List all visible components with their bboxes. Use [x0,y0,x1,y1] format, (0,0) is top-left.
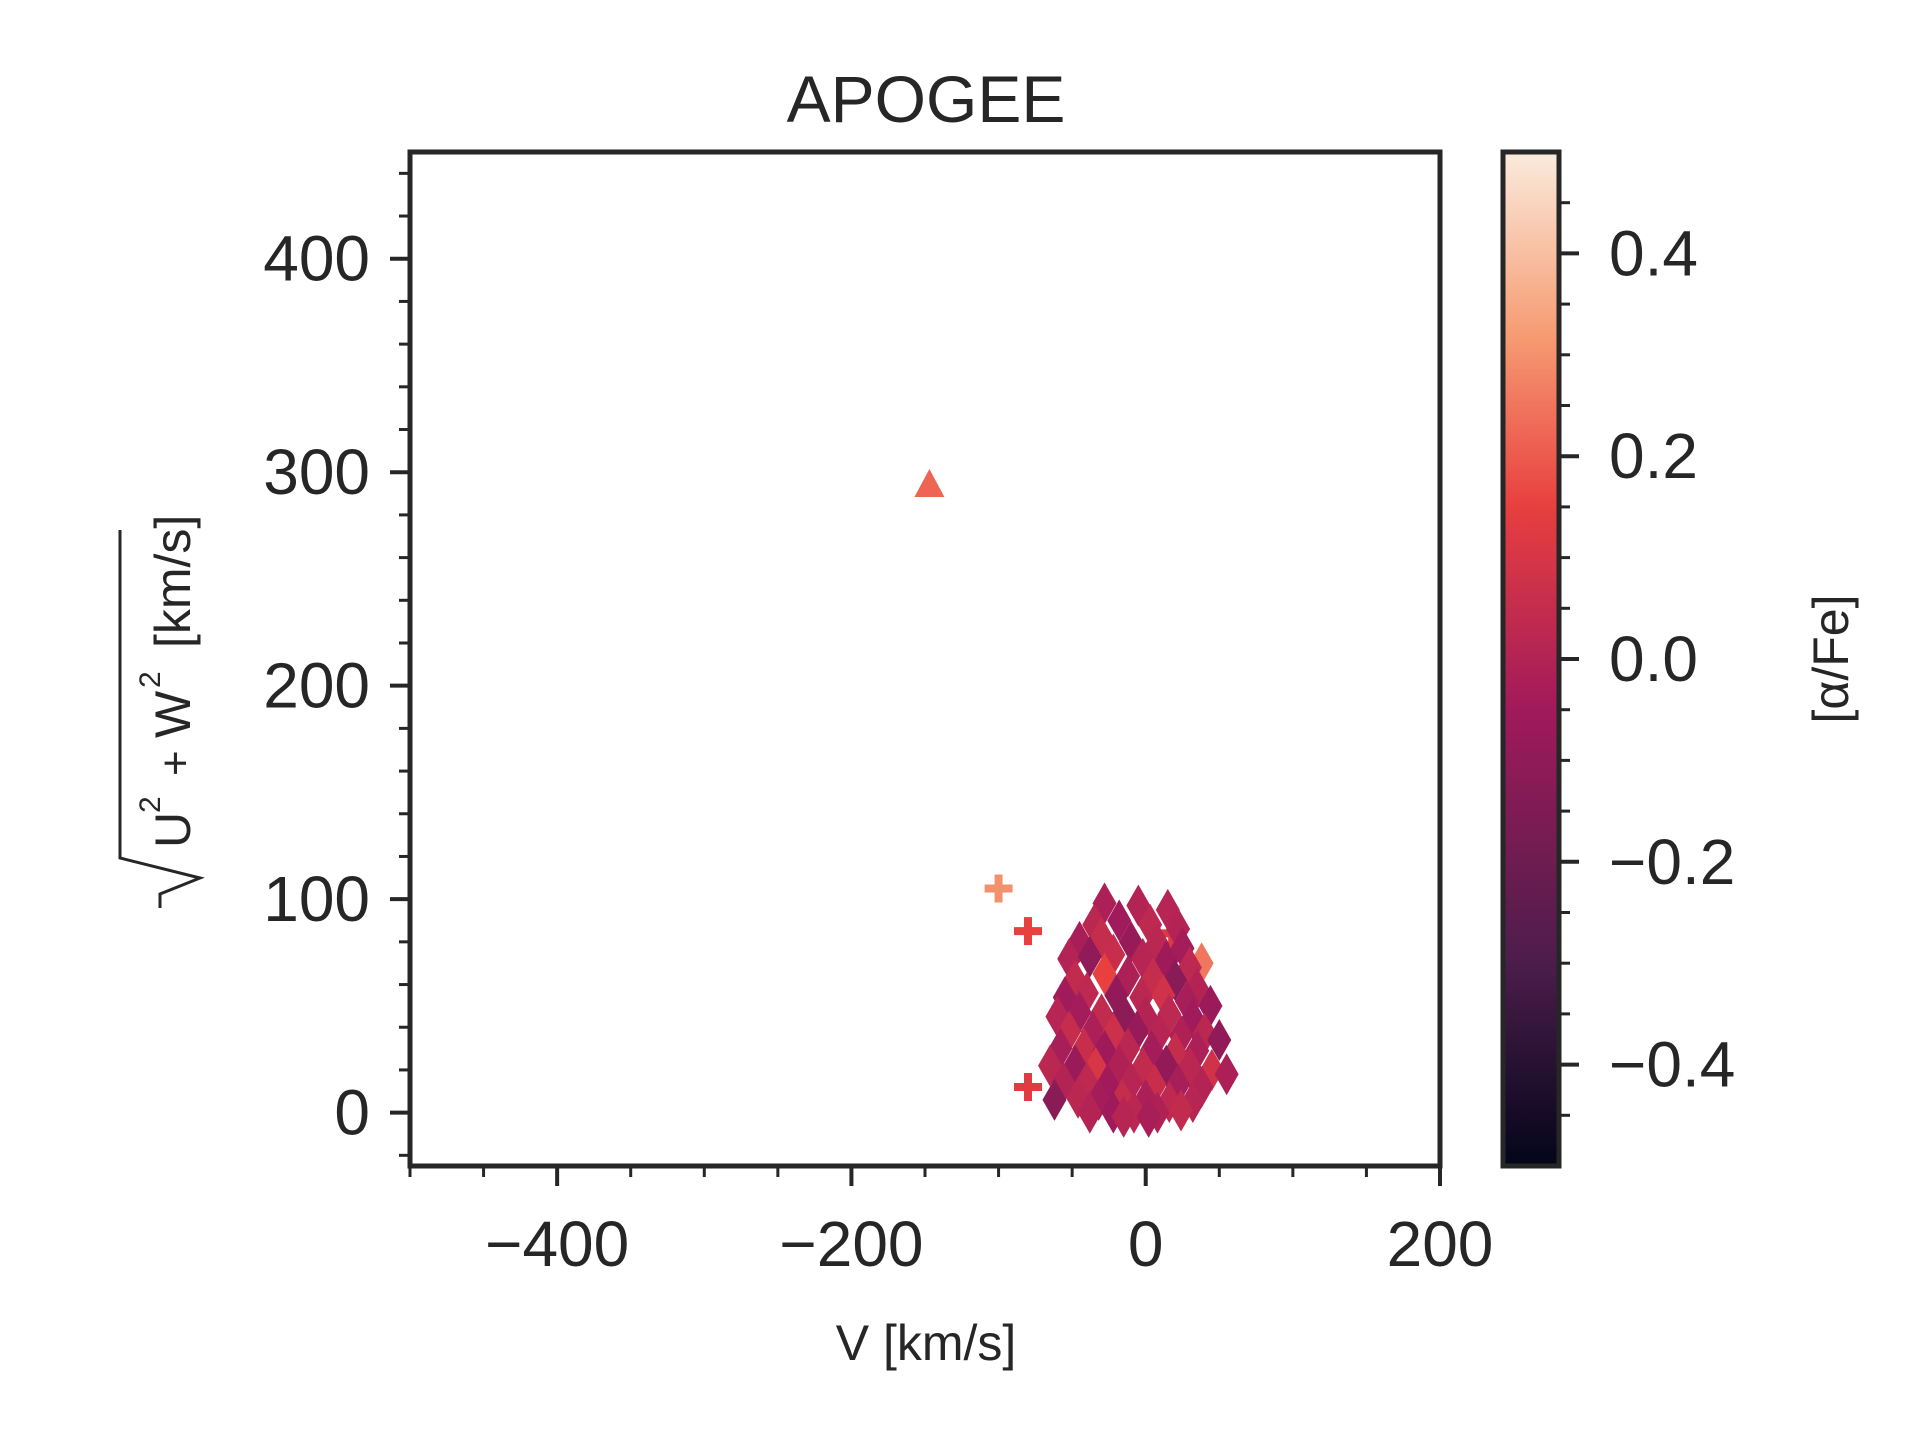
y-label-radicand: U [145,812,201,848]
diamond-point [1111,993,1136,1036]
diamond-point [1169,1089,1194,1132]
x-axis: −400 −200 0 200 [408,1166,1494,1280]
diamond-point [1111,1095,1136,1138]
y-tick-label: 100 [263,863,370,935]
colorbar-tick-label: 0.2 [1609,420,1698,492]
y-axis: 0 100 200 300 400 [263,171,410,1157]
colorbar-tick-label: 0.4 [1609,217,1698,289]
colorbar-label: [α/Fe] [1803,595,1859,724]
colorbar-ticks: −0.4 −0.2 0.0 0.2 0.4 [1559,201,1735,1117]
y-label-unit: [km/s] [145,515,201,648]
y-axis-label: U 2 + W 2 [km/s] [118,515,205,908]
plot-area [410,152,1440,1166]
plus-point [984,874,1013,903]
y-tick-label: 300 [263,436,370,508]
x-tick-label: 200 [1387,1208,1494,1280]
x-tick-label: −400 [485,1208,629,1280]
diamond-point [1042,1078,1067,1121]
diamond-point [1045,995,1070,1038]
triangle-point [914,469,945,498]
chart-title: APOGEE [787,62,1066,136]
plus-point [1014,1073,1042,1102]
diamond-point [1136,1095,1161,1138]
sqrt-sign [118,530,205,908]
x-tick-label: −200 [779,1208,923,1280]
x-axis-label: V [km/s] [836,1315,1017,1371]
y-label-exp-w: 2 [134,671,167,688]
diamond-point [1207,1019,1232,1062]
colorbar: −0.4 −0.2 0.0 0.2 0.4 [α/Fe] [1500,149,1859,1169]
colorbar-gradient [1500,149,1562,1169]
diamond-point [1214,1053,1239,1096]
y-label-exp-u: 2 [134,796,167,813]
diamond-point [1077,935,1102,978]
y-tick-label: 400 [263,223,370,295]
diamond-point [1198,984,1223,1027]
plus-point [1014,917,1042,946]
y-tick-label: 200 [263,650,370,722]
diamond-point [1089,993,1114,1036]
y-label-plus: + [151,750,200,776]
y-tick-label: 0 [334,1077,370,1149]
x-tick-label: 0 [1128,1208,1164,1280]
diamond-point [1133,995,1158,1038]
colorbar-tick-label: 0.0 [1609,623,1698,695]
y-label-w: W [145,690,201,738]
diamond-point [1157,993,1182,1036]
colorbar-tick-label: −0.4 [1609,1029,1735,1101]
diamond-point [1077,1091,1102,1134]
data-marks [914,469,1239,1138]
colorbar-tick-label: −0.2 [1609,826,1735,898]
